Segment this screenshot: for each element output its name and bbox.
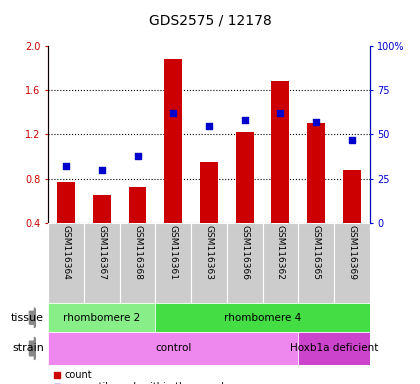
Text: rhombomere 2: rhombomere 2	[63, 313, 140, 323]
Text: GDS2575 / 12178: GDS2575 / 12178	[149, 13, 271, 27]
Point	[134, 152, 141, 159]
Point	[170, 110, 177, 116]
Point	[98, 167, 105, 173]
Bar	[48, 223, 84, 303]
Text: control: control	[155, 343, 192, 354]
Text: rhombomere 4: rhombomere 4	[224, 313, 301, 323]
Bar	[227, 223, 262, 303]
Bar	[48, 303, 155, 332]
Bar	[93, 195, 111, 223]
Text: GSM116367: GSM116367	[97, 225, 106, 280]
Bar	[262, 223, 298, 303]
Point	[349, 137, 355, 143]
FancyArrow shape	[29, 337, 41, 360]
Point	[277, 110, 284, 116]
Text: strain: strain	[12, 343, 44, 354]
Text: Hoxb1a deficient: Hoxb1a deficient	[290, 343, 378, 354]
Bar	[191, 223, 227, 303]
Text: GSM116369: GSM116369	[347, 225, 356, 280]
Bar	[48, 332, 298, 365]
Bar	[200, 162, 218, 223]
Bar	[236, 132, 254, 223]
Text: tissue: tissue	[11, 313, 44, 323]
Text: GSM116362: GSM116362	[276, 225, 285, 280]
Bar	[298, 223, 334, 303]
Text: GSM116363: GSM116363	[205, 225, 213, 280]
Bar	[155, 223, 191, 303]
Bar	[298, 332, 370, 365]
FancyArrow shape	[29, 308, 41, 328]
Bar	[120, 223, 155, 303]
Text: GSM116365: GSM116365	[312, 225, 320, 280]
Point	[312, 119, 319, 125]
Bar	[84, 223, 120, 303]
Bar	[155, 303, 370, 332]
Point	[63, 163, 70, 169]
Bar	[57, 182, 75, 223]
Bar	[307, 123, 325, 223]
Text: GSM116368: GSM116368	[133, 225, 142, 280]
Bar	[271, 81, 289, 223]
Text: GSM116364: GSM116364	[62, 225, 71, 280]
Text: GSM116361: GSM116361	[169, 225, 178, 280]
Bar	[129, 187, 147, 223]
Bar	[164, 59, 182, 223]
Text: GSM116366: GSM116366	[240, 225, 249, 280]
Bar	[334, 223, 370, 303]
Legend: count, percentile rank within the sample: count, percentile rank within the sample	[53, 371, 230, 384]
Point	[241, 117, 248, 123]
Point	[206, 122, 212, 129]
Bar	[343, 170, 361, 223]
